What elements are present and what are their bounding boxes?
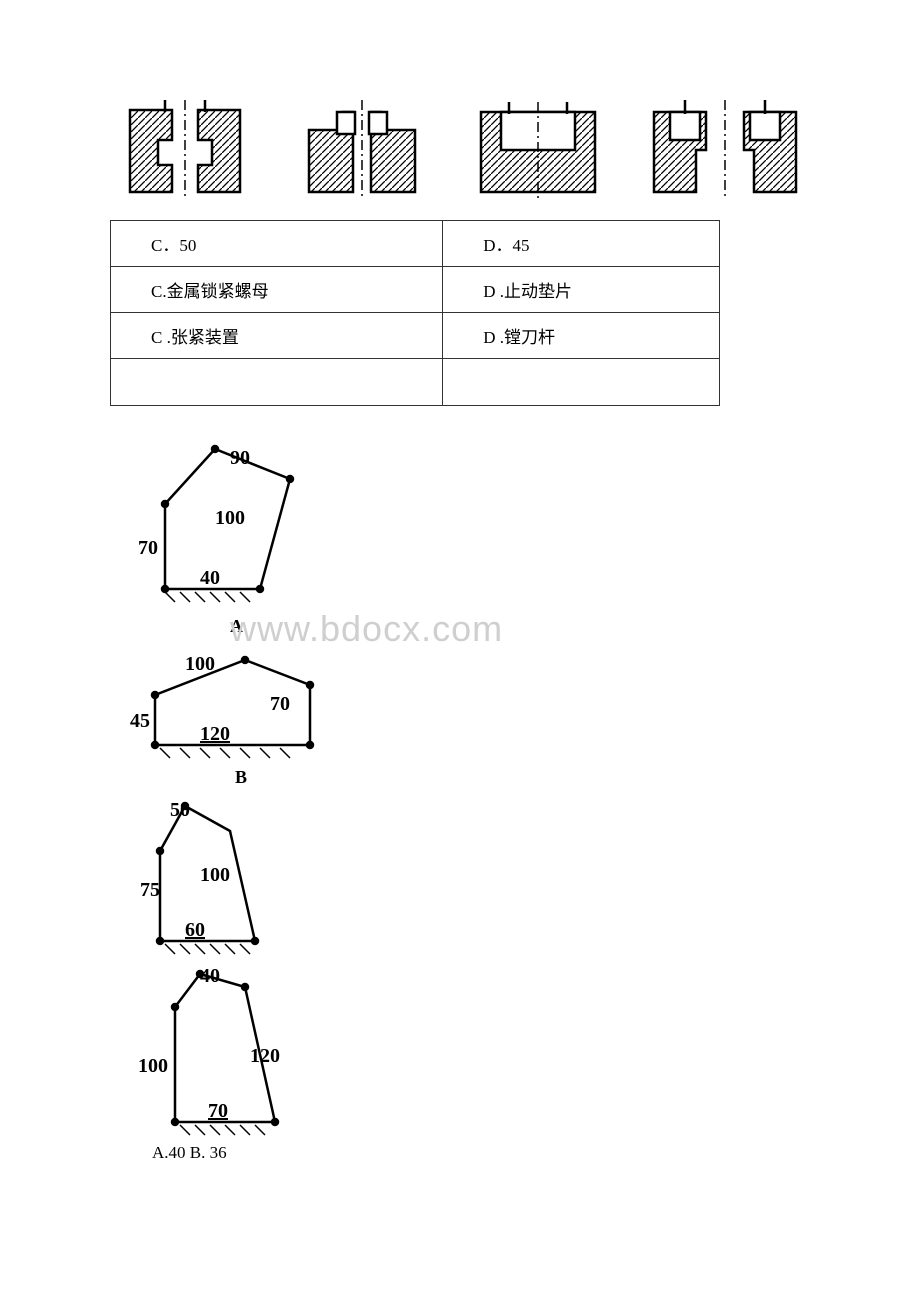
- dim-right: 70: [270, 693, 290, 715]
- table-row: C．50 D．45: [111, 221, 720, 267]
- quad-c: 50 100 75 60: [130, 796, 820, 956]
- cell: D .镗刀杆: [443, 313, 720, 359]
- dim-left: 100: [138, 1055, 168, 1077]
- cell: [443, 359, 720, 406]
- cross-section-4: [640, 90, 810, 200]
- dim-top: 90: [230, 447, 250, 469]
- quad-a: 90 100 70 40 A: [130, 434, 820, 637]
- dim-bottom: 40: [200, 567, 220, 589]
- cell: C．50: [111, 221, 443, 267]
- dim-right: 120: [250, 1045, 280, 1067]
- cross-section-1: [110, 90, 260, 200]
- dim-left: 75: [140, 879, 160, 901]
- quad-label: A: [230, 616, 820, 637]
- cell: C .张紧装置: [111, 313, 443, 359]
- table-row: [111, 359, 720, 406]
- cell: [111, 359, 443, 406]
- cross-section-row: [100, 90, 820, 200]
- dim-bottom: 70: [208, 1100, 228, 1122]
- cell: D .止动垫片: [443, 267, 720, 313]
- cell: D．45: [443, 221, 720, 267]
- bottom-options: A.40 B. 36: [152, 1143, 820, 1163]
- dim-right: 100: [200, 864, 230, 886]
- quad-d: 40 120 100 70: [130, 962, 820, 1137]
- dim-top: 40: [200, 965, 220, 987]
- table-row: C.金属锁紧螺母 D .止动垫片: [111, 267, 720, 313]
- cell: C.金属锁紧螺母: [111, 267, 443, 313]
- quad-b: 100 70 45 120 B: [130, 645, 820, 788]
- cross-section-2: [287, 90, 437, 200]
- dim-left: 70: [138, 537, 158, 559]
- dim-left: 45: [130, 710, 150, 732]
- dim-bottom: 120: [200, 723, 230, 745]
- dim-top: 100: [185, 653, 215, 675]
- dim-top: 50: [170, 799, 190, 821]
- dim-bottom: 60: [185, 919, 205, 941]
- dim-right: 100: [215, 507, 245, 529]
- table-row: C .张紧装置 D .镗刀杆: [111, 313, 720, 359]
- cross-section-3: [463, 90, 613, 200]
- quad-label: B: [235, 767, 820, 788]
- options-table: C．50 D．45 C.金属锁紧螺母 D .止动垫片 C .张紧装置 D .镗刀…: [110, 220, 720, 406]
